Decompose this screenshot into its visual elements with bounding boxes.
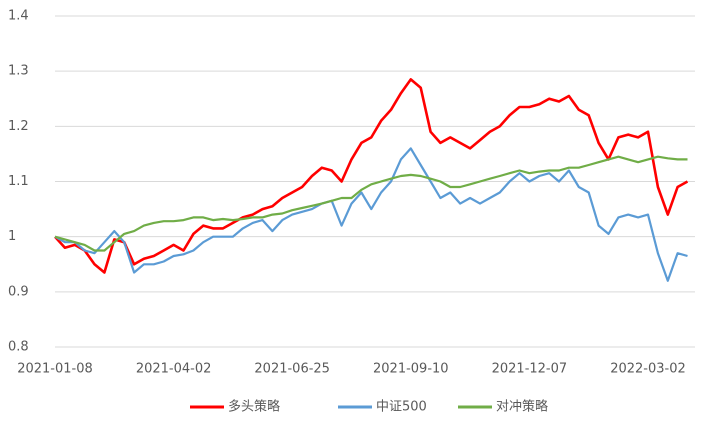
series-line bbox=[54, 147, 688, 282]
legend-label: 对冲策略 bbox=[496, 399, 548, 415]
y-tick-label: 0.8 bbox=[8, 340, 29, 355]
y-tick-label: 1.1 bbox=[8, 174, 29, 189]
x-tick-label: 2021-12-07 bbox=[492, 362, 568, 377]
legend-label: 多头策略 bbox=[228, 399, 280, 415]
x-tick-label: 2021-01-08 bbox=[17, 362, 93, 377]
x-tick-label: 2021-09-10 bbox=[373, 362, 449, 377]
y-tick-label: 1.4 bbox=[8, 9, 29, 24]
series-line bbox=[54, 155, 688, 252]
y-tick-label: 1.2 bbox=[8, 119, 29, 134]
legend-label: 中证500 bbox=[376, 400, 427, 415]
y-tick-label: 1.3 bbox=[8, 64, 29, 79]
x-tick-label: 2022-03-02 bbox=[610, 362, 686, 377]
x-tick-label: 2021-04-02 bbox=[136, 362, 212, 377]
x-tick-label: 2021-06-25 bbox=[254, 362, 330, 377]
series-line bbox=[54, 78, 689, 274]
y-tick-label: 0.9 bbox=[8, 284, 29, 299]
y-tick-label: 1 bbox=[8, 229, 16, 244]
